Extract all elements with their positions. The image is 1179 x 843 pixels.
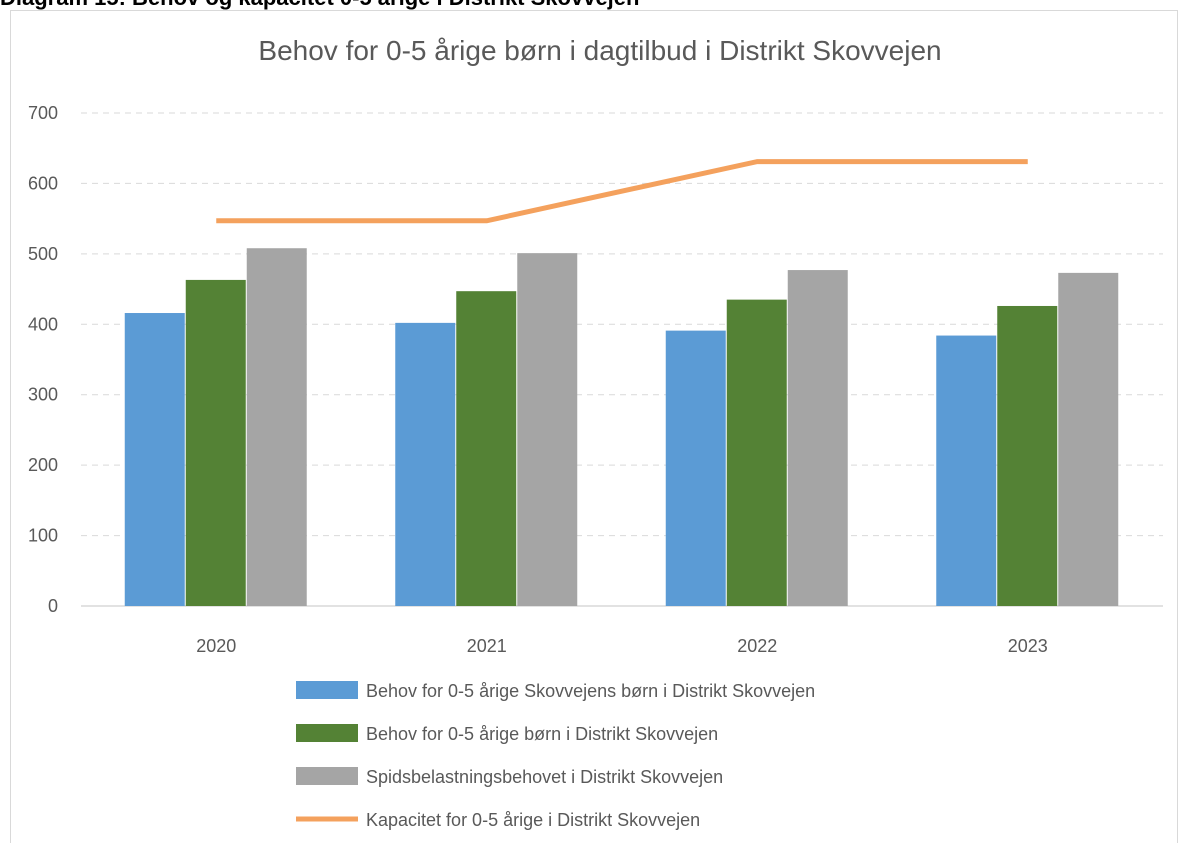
legend-label: Behov for 0-5 årige børn i Distrikt Skov…: [366, 724, 718, 744]
y-tick-label: 700: [28, 103, 58, 123]
bar: [726, 299, 787, 606]
x-tick-label: 2022: [737, 636, 777, 656]
y-tick-label: 300: [28, 385, 58, 405]
bar: [246, 248, 307, 607]
legend-swatch: [296, 767, 358, 785]
bar: [665, 330, 726, 606]
legend-swatch: [296, 681, 358, 699]
bar: [1058, 272, 1119, 606]
bar: [124, 313, 185, 606]
x-tick-label: 2020: [196, 636, 236, 656]
y-tick-label: 200: [28, 455, 58, 475]
bar: [997, 305, 1058, 606]
legend-label: Spidsbelastningsbehovet i Distrikt Skovv…: [366, 767, 723, 787]
y-tick-label: 400: [28, 314, 58, 334]
bar: [185, 279, 246, 606]
bar: [395, 322, 456, 606]
bar: [936, 335, 997, 606]
bar: [456, 291, 517, 606]
y-tick-label: 100: [28, 526, 58, 546]
bar: [787, 270, 848, 606]
y-tick-label: 0: [48, 596, 58, 616]
chart-frame: [10, 10, 1178, 843]
bar: [517, 253, 578, 606]
y-tick-label: 500: [28, 244, 58, 264]
header: Diagram 15: Behov og kapacitet 0-5 årige…: [0, 0, 639, 10]
legend-label: Kapacitet for 0-5 årige i Distrikt Skovv…: [366, 810, 700, 830]
legend-swatch: [296, 724, 358, 742]
line: [216, 159, 1028, 224]
x-tick-label: 2023: [1008, 636, 1048, 656]
y-tick-label: 600: [28, 173, 58, 193]
legend-label: Behov for 0-5 årige Skovvejens børn i Di…: [366, 681, 815, 701]
chart-title: Behov for 0-5 årige børn i dagtilbud i D…: [258, 35, 941, 66]
x-tick-label: 2021: [467, 636, 507, 656]
